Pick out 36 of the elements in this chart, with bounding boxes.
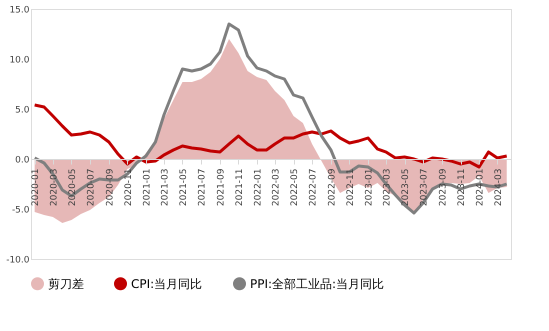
y-tick-label: 0.0 (15, 156, 30, 166)
x-tick-label: 2021-01 (142, 168, 152, 206)
x-tick-label: 2022-03 (271, 168, 282, 206)
y-tick-label: 10.0 (9, 56, 30, 66)
x-tick-label: 2021-09 (216, 168, 226, 206)
x-tick-label: 2020-05 (68, 168, 78, 206)
line-series (33, 104, 508, 168)
x-tick-label: 2022-05 (290, 168, 300, 206)
y-tick-label: -10.0 (6, 256, 30, 266)
x-tick-label: 2023-01 (364, 168, 375, 206)
x-tick-label: 2021-03 (160, 168, 170, 206)
x-tick-label: 2023-05 (401, 168, 412, 206)
x-tick-label: 2023-03 (382, 168, 392, 206)
y-tick-label: -5.0 (12, 206, 30, 216)
x-tick-label: 2020-11 (124, 168, 134, 206)
x-tick-label: 2023-09 (438, 168, 448, 206)
x-tick-label: 2023-11 (457, 168, 468, 206)
x-tick-label: 2024-01 (476, 168, 486, 206)
x-tick-label: 2021-05 (178, 168, 189, 206)
x-tick-label: 2022-11 (346, 168, 356, 206)
x-tick-label: 2020-07 (86, 168, 97, 206)
x-tick-label: 2024-03 (494, 168, 504, 206)
x-tick-label: 2022-01 (254, 168, 264, 206)
x-tick-label: 2023-07 (420, 168, 430, 206)
y-tick-label: 5.0 (15, 106, 30, 116)
x-tick-label: 2022-07 (308, 168, 319, 206)
legend-label: PPI:全部工业品:当月同比 (250, 276, 384, 291)
x-tick-label: 2022-09 (327, 168, 338, 206)
y-tick-label: 15.0 (9, 6, 30, 16)
x-tick-label: 2020-09 (105, 168, 116, 206)
x-tick-label: 2021-11 (234, 168, 245, 206)
x-tick-label: 2020-03 (49, 168, 60, 206)
x-tick-label: 2021-07 (198, 168, 208, 206)
legend-label: 剪刀差 (48, 276, 84, 291)
x-tick-label: 2020-01 (31, 168, 42, 206)
legend-label: CPI:当月同比 (131, 276, 202, 291)
